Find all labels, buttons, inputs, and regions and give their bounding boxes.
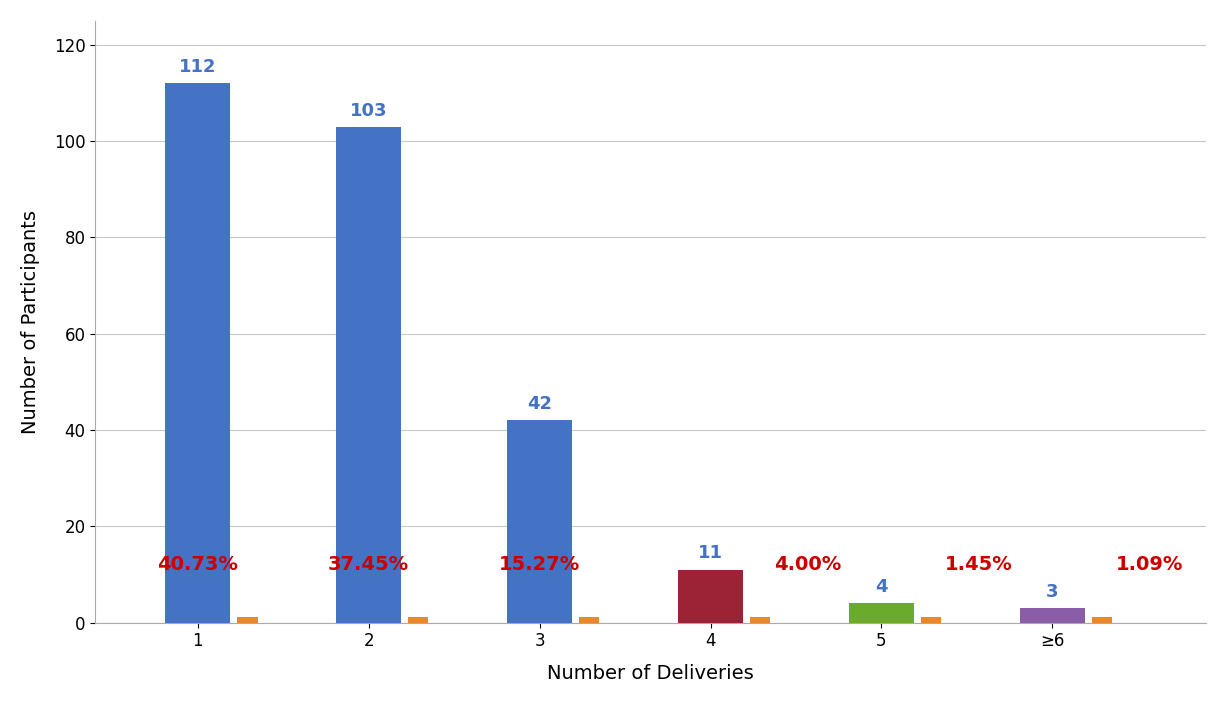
Text: 4.00%: 4.00% (774, 555, 840, 574)
Bar (166, 83, 231, 622)
X-axis label: Number of Deliveries: Number of Deliveries (547, 664, 755, 683)
Text: 40.73%: 40.73% (157, 555, 238, 574)
Text: 1.45%: 1.45% (945, 555, 1012, 574)
Bar (579, 617, 600, 622)
Text: 3: 3 (1047, 583, 1059, 601)
Bar (679, 570, 744, 622)
Bar (849, 603, 914, 622)
Bar (407, 617, 428, 622)
Text: 103: 103 (350, 101, 388, 120)
Text: 1.09%: 1.09% (1115, 555, 1183, 574)
Bar (237, 617, 258, 622)
Text: 112: 112 (179, 58, 216, 76)
Text: 4: 4 (875, 578, 887, 596)
Text: 37.45%: 37.45% (328, 555, 410, 574)
Bar (750, 617, 771, 622)
Text: 42: 42 (528, 395, 552, 413)
Bar (1092, 617, 1112, 622)
Text: 15.27%: 15.27% (499, 555, 580, 574)
Bar (336, 127, 401, 622)
Text: 11: 11 (698, 544, 723, 562)
Bar (1020, 608, 1085, 622)
Bar (920, 617, 941, 622)
Bar (507, 420, 572, 622)
Y-axis label: Number of Participants: Number of Participants (21, 210, 39, 434)
